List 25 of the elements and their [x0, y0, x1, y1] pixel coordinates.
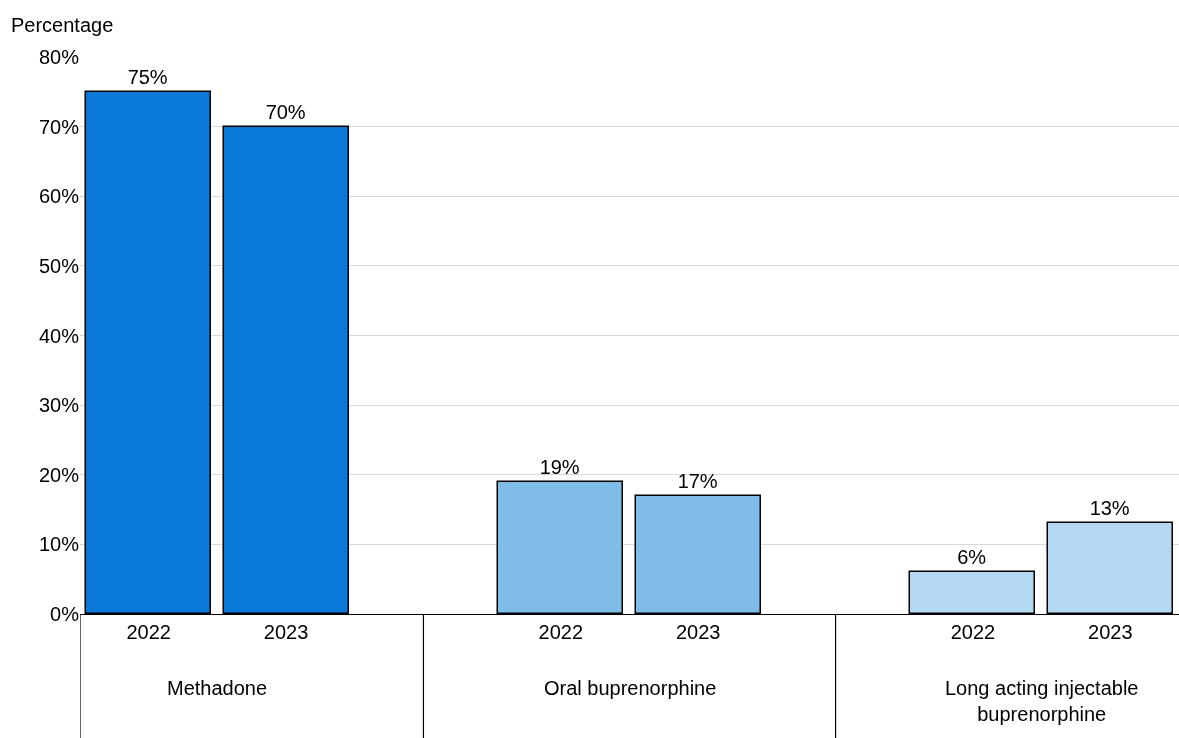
y-tick-label: 50%	[38, 254, 80, 277]
x-tick-label: 2022	[950, 621, 996, 644]
data-label: 19%	[539, 456, 580, 479]
y-tick-label: 60%	[38, 185, 80, 208]
x-tick-label: 2023	[675, 621, 721, 644]
text: Methadone	[167, 677, 268, 699]
text: Oral buprenorphine	[544, 677, 717, 699]
x-tick-label: 2022	[126, 621, 171, 644]
data-label: 17%	[677, 470, 718, 493]
y-tick-label: 40%	[38, 324, 80, 347]
x-tick-label: 2023	[1088, 621, 1133, 644]
data-label: 13%	[1089, 497, 1130, 520]
y-tick-label: 30%	[38, 394, 80, 417]
data-label: 75%	[127, 66, 168, 89]
data-label: 6%	[957, 546, 987, 569]
text: Long acting injectable buprenorphine	[945, 677, 1139, 725]
y-tick-label: 20%	[38, 463, 80, 486]
x-tick-label: 2023	[263, 621, 309, 644]
data-label: 70%	[265, 101, 306, 124]
y-tick-label: 0%	[50, 603, 80, 625]
y-tick-label: 70%	[38, 115, 80, 138]
y-axis-title: Percentage	[11, 14, 114, 36]
y-tick-label: 10%	[38, 533, 80, 556]
y-tick-label: 80%	[38, 46, 80, 68]
x-tick-label: 2022	[538, 621, 584, 644]
